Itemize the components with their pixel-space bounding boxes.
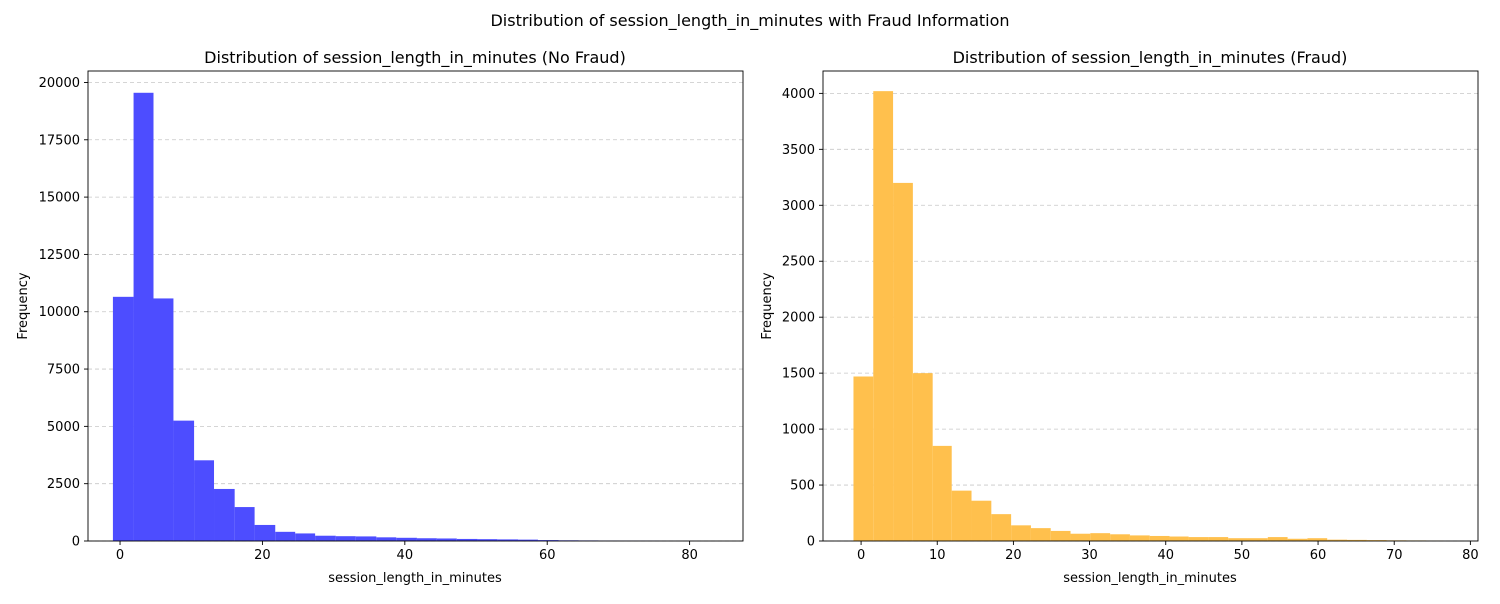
fraud-histogram-bar [1208, 537, 1228, 541]
no-fraud-histogram-bar [134, 93, 154, 541]
fraud-histogram-bar [972, 501, 992, 541]
no-fraud-y-tick-label: 0 [72, 535, 80, 550]
fraud-histogram-bar [1071, 534, 1091, 541]
no-fraud-histogram-bar [356, 536, 377, 541]
fraud-x-tick-label: 20 [1005, 548, 1022, 563]
fraud-x-tick-label: 40 [1157, 548, 1174, 563]
fraud-y-tick-label: 1500 [782, 367, 815, 382]
no-fraud-histogram-bar [315, 536, 336, 541]
no-fraud-histogram-bar [376, 537, 396, 541]
fraud-x-tick-label: 0 [857, 548, 865, 563]
fraud-y-tick-label: 3500 [782, 143, 815, 158]
no-fraud-histogram-bar [173, 421, 194, 541]
no-fraud-y-tick-label: 12500 [39, 248, 80, 263]
no-fraud-histogram-bar [396, 538, 417, 541]
fraud-y-tick-label: 500 [790, 479, 815, 494]
fraud-histogram-bar [893, 183, 913, 541]
fraud-histogram-bar [853, 377, 873, 542]
no-fraud-histogram-bar [275, 532, 295, 541]
fraud-y-tick-label: 1000 [782, 423, 815, 438]
fraud-x-axis-label: session_length_in_minutes [1063, 571, 1237, 586]
no-fraud-x-tick-label: 40 [397, 548, 414, 563]
no-fraud-y-tick-label: 17500 [39, 133, 80, 148]
no-fraud-y-tick-label: 20000 [39, 76, 80, 91]
no-fraud-x-tick-label: 0 [116, 548, 124, 563]
fraud-y-tick-label: 2500 [782, 255, 815, 270]
no-fraud-histogram-bar [214, 489, 235, 541]
no-fraud-x-tick-label: 60 [539, 548, 556, 563]
fraud-histogram-bar [952, 491, 972, 541]
fraud-histogram-bar [1110, 534, 1130, 541]
fraud-y-tick-label: 3000 [782, 199, 815, 214]
no-fraud-x-axis-label: session_length_in_minutes [328, 571, 502, 586]
fraud-x-tick-label: 60 [1310, 548, 1327, 563]
fraud-histogram-bar [1170, 537, 1189, 541]
fraud-y-axis-label: Frequency [760, 272, 775, 339]
fraud-histogram-bar [1130, 535, 1150, 541]
fraud-histogram-bar [933, 446, 952, 541]
fraud-histogram-bar [873, 91, 893, 541]
no-fraud-x-tick-label: 20 [254, 548, 271, 563]
fraud-chart-title: Distribution of session_length_in_minute… [953, 48, 1348, 68]
fraud-histogram-bar [1051, 531, 1071, 541]
no-fraud-histogram-panel: Distribution of session_length_in_minute… [16, 48, 743, 586]
no-fraud-histogram-bar [113, 297, 134, 541]
no-fraud-y-tick-label: 5000 [47, 420, 80, 435]
no-fraud-histogram-bar [295, 533, 315, 541]
no-fraud-histogram-bar [194, 460, 214, 541]
no-fraud-histogram-bar [255, 525, 276, 541]
no-fraud-y-tick-label: 7500 [47, 363, 80, 378]
fraud-histogram-bar [1189, 537, 1209, 541]
fraud-histogram-bar [1090, 533, 1110, 541]
fraud-x-tick-label: 10 [929, 548, 946, 563]
fraud-y-tick-label: 2000 [782, 311, 815, 326]
no-fraud-y-tick-label: 2500 [47, 477, 80, 492]
figure-suptitle: Distribution of session_length_in_minute… [490, 11, 1009, 31]
fraud-x-tick-label: 80 [1462, 548, 1479, 563]
no-fraud-histogram-bar [235, 507, 255, 541]
no-fraud-chart-title: Distribution of session_length_in_minute… [204, 48, 626, 68]
no-fraud-y-axis-label: Frequency [16, 272, 31, 339]
no-fraud-y-tick-label: 10000 [39, 305, 80, 320]
no-fraud-histogram-bar [154, 298, 174, 541]
fraud-histogram-bar [1011, 525, 1031, 541]
no-fraud-x-tick-label: 80 [681, 548, 698, 563]
fraud-y-tick-label: 0 [807, 535, 815, 550]
fraud-histogram-bar [1150, 536, 1170, 541]
no-fraud-y-tick-label: 15000 [39, 191, 80, 206]
fraud-histogram-bar [1031, 528, 1051, 541]
fraud-histogram-bar [913, 373, 933, 541]
fraud-histogram-bar [1268, 537, 1288, 541]
fraud-x-tick-label: 50 [1234, 548, 1251, 563]
fraud-histogram-panel: Distribution of session_length_in_minute… [760, 48, 1479, 586]
fraud-x-tick-label: 30 [1081, 548, 1098, 563]
fraud-histogram-bar [991, 514, 1011, 541]
fraud-y-tick-label: 4000 [782, 87, 815, 102]
fraud-x-tick-label: 70 [1386, 548, 1403, 563]
no-fraud-histogram-bar [336, 536, 356, 541]
